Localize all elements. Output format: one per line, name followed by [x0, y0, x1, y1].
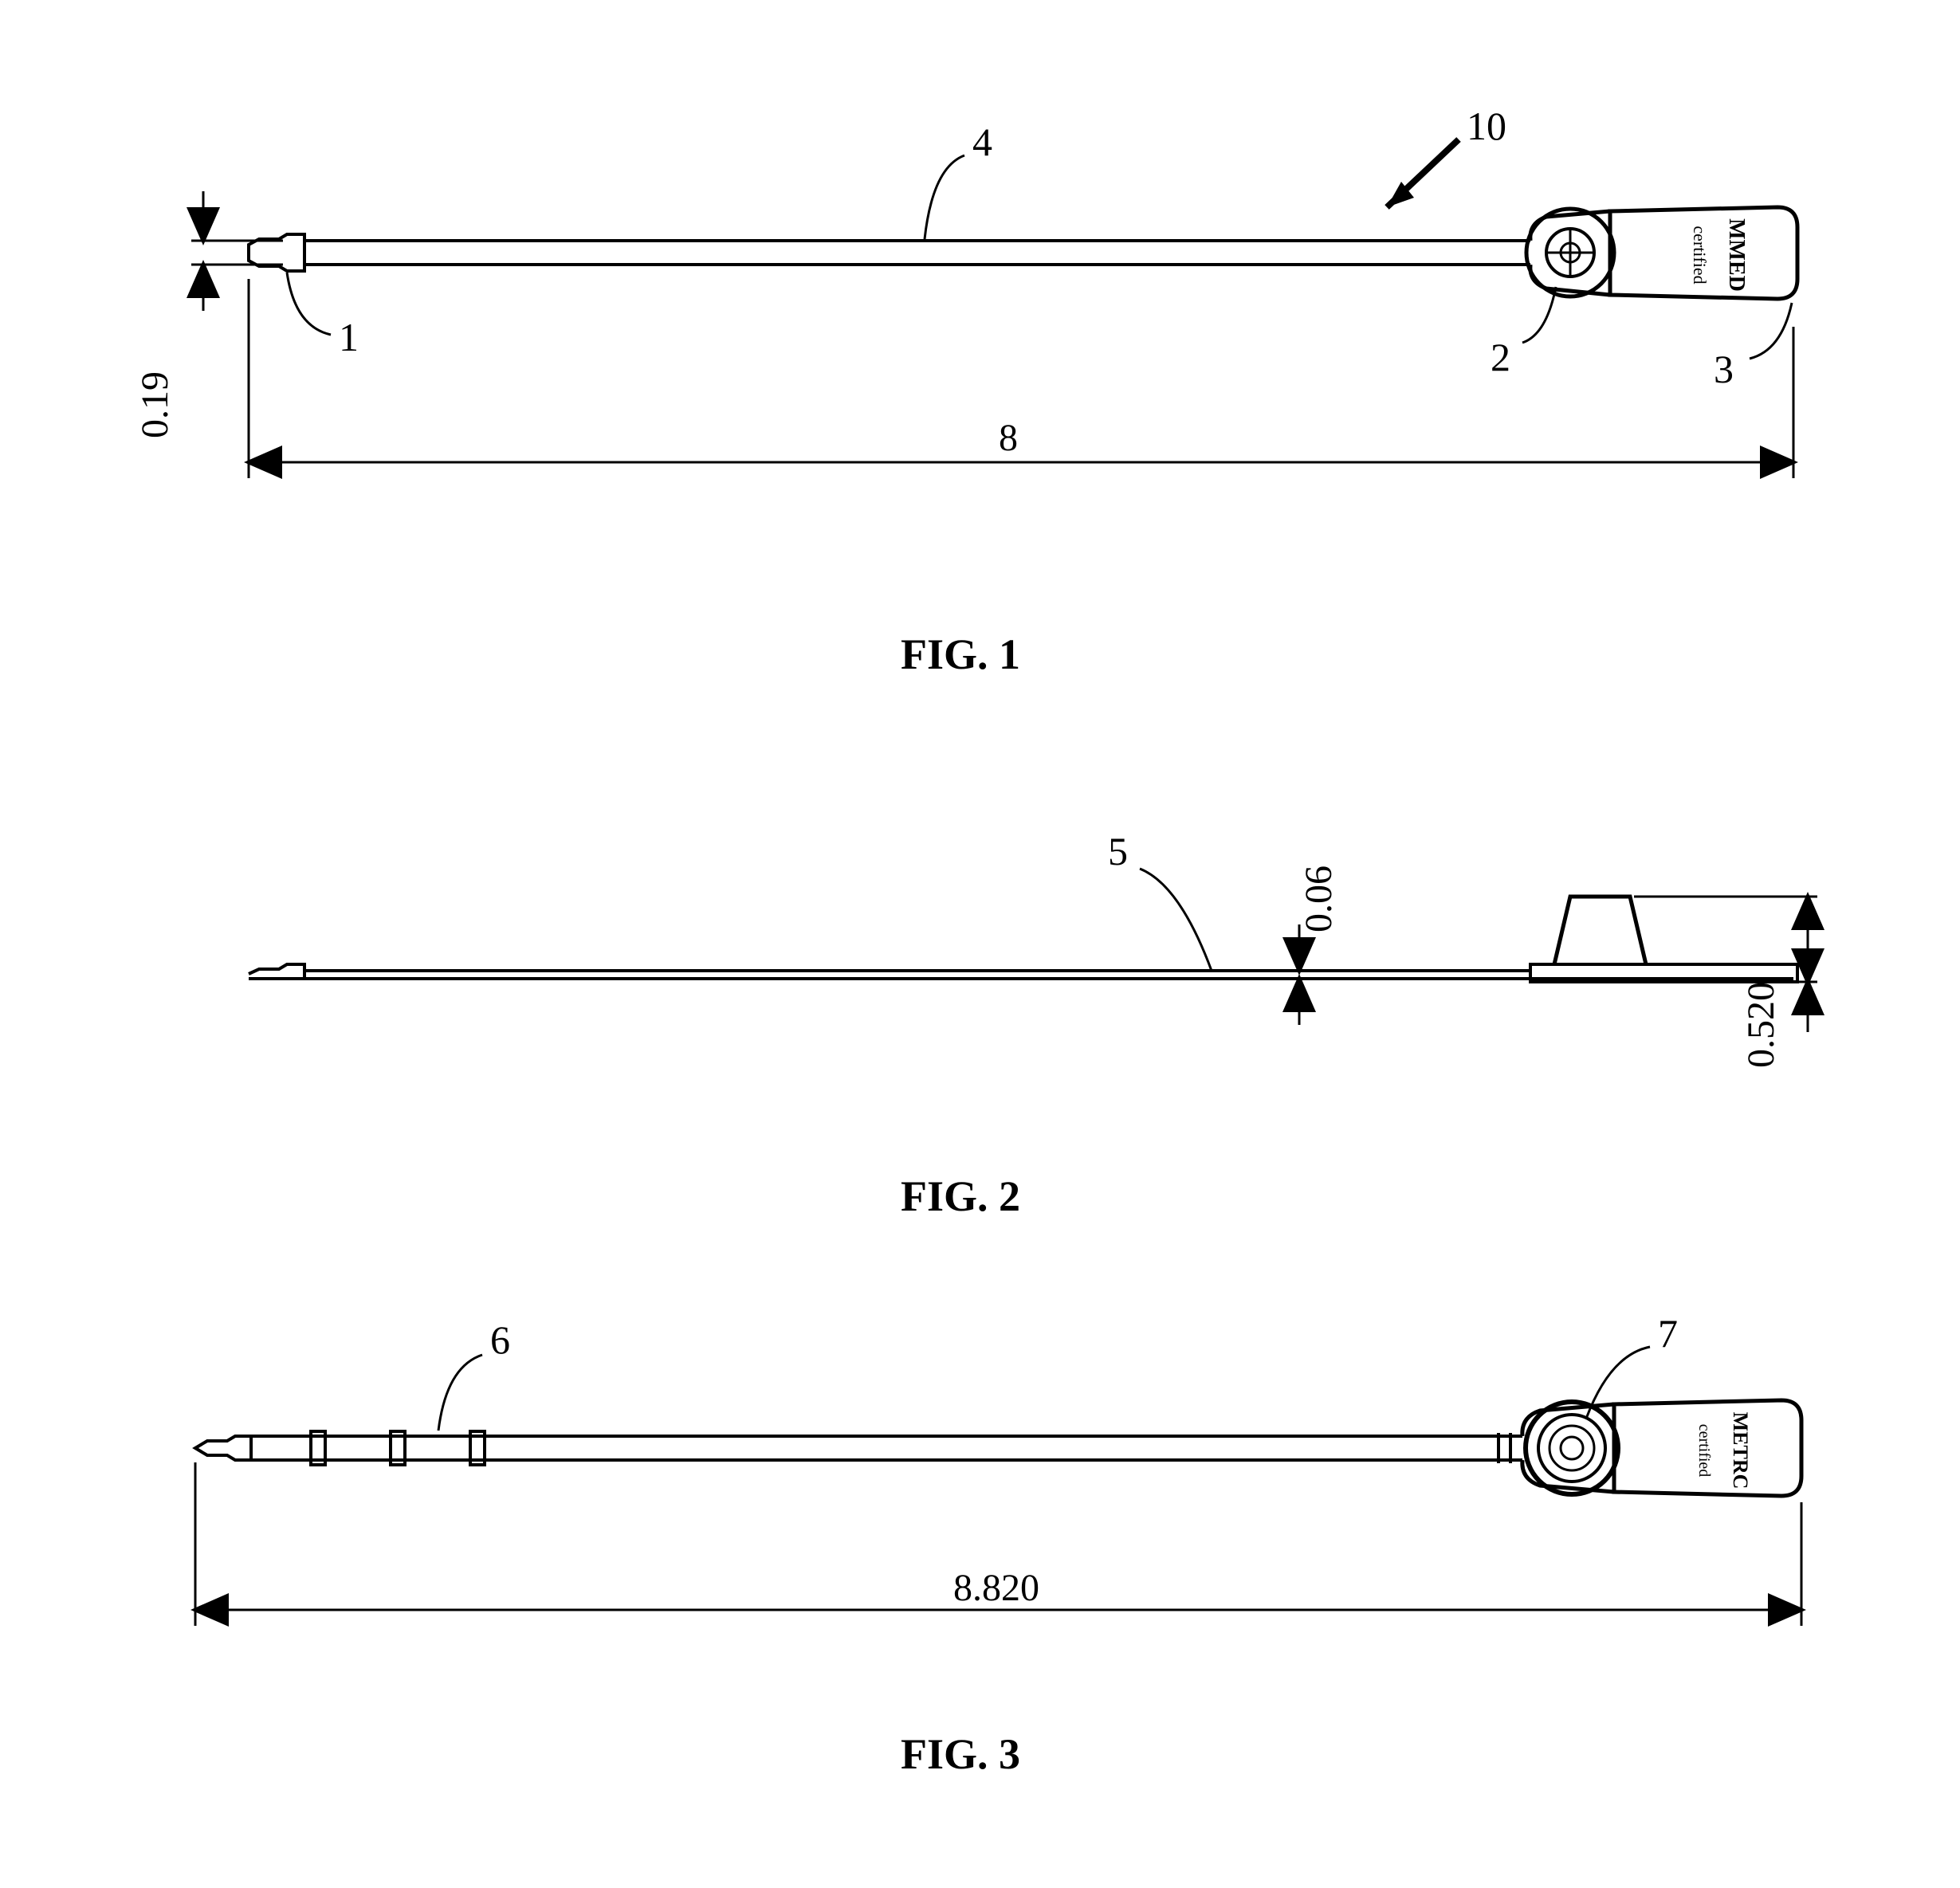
fig2-caption: FIG. 2	[901, 1172, 1020, 1221]
fig3-caption: FIG. 3	[901, 1729, 1020, 1779]
fig1-drawing: 0.19 8 MMED certified 1 4 2 3 10	[120, 96, 1825, 510]
dim-len3: 8.820	[953, 1567, 1039, 1609]
ref-5: 5	[1108, 829, 1128, 873]
tab-text-bot: certified	[1690, 226, 1710, 284]
tab3-text-bot: certified	[1695, 1424, 1713, 1478]
ref-2: 2	[1491, 335, 1510, 379]
fig3-drawing: METRC certified 8.820 6 7	[120, 1291, 1825, 1666]
ref-1: 1	[339, 315, 359, 359]
dim-length: 8	[999, 417, 1018, 459]
ref-7: 7	[1658, 1311, 1678, 1356]
fig1-caption: FIG. 1	[901, 630, 1020, 679]
ref-4: 4	[972, 120, 992, 164]
dim-body-t: 0.06	[1298, 865, 1340, 932]
tab-text-top: MMED	[1724, 218, 1749, 292]
dim-tip-height: 0.19	[134, 371, 176, 438]
ref-10: 10	[1467, 104, 1506, 148]
ref-6: 6	[490, 1317, 510, 1362]
fig2-drawing: 0.06 0.520 5	[120, 773, 1825, 1108]
ref-3: 3	[1714, 347, 1734, 391]
tab3-text-top: METRC	[1729, 1412, 1752, 1490]
dim-lock-h: 0.520	[1740, 982, 1782, 1068]
